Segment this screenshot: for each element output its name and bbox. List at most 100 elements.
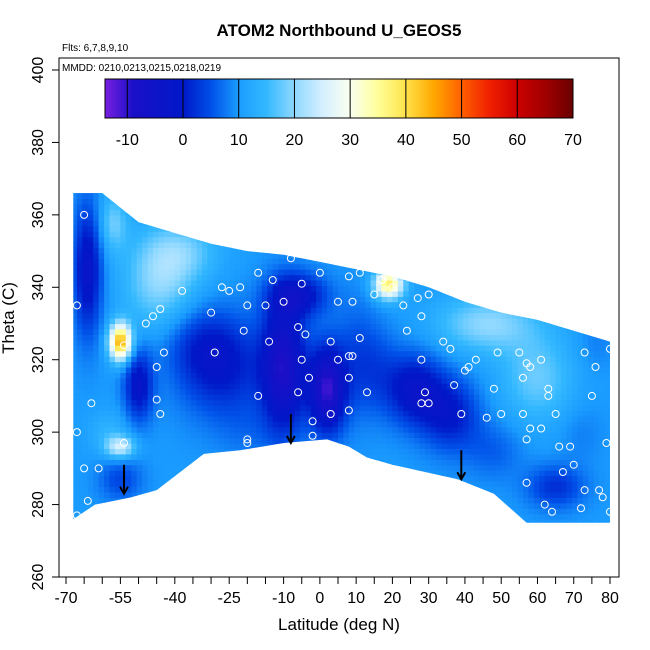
- field-cell: [343, 361, 350, 368]
- field-cell: [365, 486, 372, 493]
- field-cell: [430, 339, 437, 346]
- field-cell: [289, 367, 295, 373]
- field-cell: [115, 525, 121, 531]
- field-cell: [185, 242, 192, 248]
- field-cell: [310, 415, 317, 422]
- field-cell: [87, 410, 94, 417]
- field-cell: [147, 225, 154, 232]
- field-cell: [316, 263, 323, 270]
- field-cell: [278, 258, 285, 265]
- field-cell: [137, 525, 143, 531]
- field-cell: [441, 231, 448, 238]
- field-cell: [376, 453, 383, 460]
- field-cell: [125, 399, 132, 406]
- field-cell: [234, 405, 241, 411]
- field-cell: [212, 394, 219, 401]
- field-cell: [414, 525, 420, 531]
- field-cell: [452, 486, 459, 493]
- field-cell: [202, 426, 208, 433]
- field-cell: [202, 269, 208, 276]
- field-cell: [212, 274, 219, 281]
- field-cell: [185, 193, 192, 194]
- field-cell: [272, 258, 279, 265]
- field-cell: [452, 443, 459, 449]
- field-cell: [425, 263, 431, 270]
- field-cell: [305, 258, 312, 265]
- field-cell: [223, 269, 230, 276]
- field-cell: [387, 399, 393, 406]
- field-cell: [82, 252, 89, 259]
- field-cell: [240, 263, 247, 270]
- field-cell: [256, 415, 263, 422]
- field-cell: [142, 475, 149, 482]
- field-cell: [294, 258, 301, 265]
- field-cell: [131, 247, 138, 254]
- field-cell: [251, 530, 257, 536]
- field-cell: [403, 361, 410, 368]
- field-cell: [310, 388, 317, 395]
- field-cell: [365, 312, 372, 319]
- field-cell: [370, 236, 377, 243]
- field-cell: [163, 323, 170, 330]
- field-cell: [66, 356, 72, 362]
- field-cell: [452, 535, 458, 541]
- field-cell: [397, 290, 404, 297]
- field-cell: [256, 301, 263, 308]
- field-cell: [131, 236, 138, 243]
- field-cell: [349, 535, 355, 541]
- field-cell: [414, 367, 421, 373]
- field-cell: [381, 415, 388, 422]
- field-cell: [425, 486, 431, 493]
- field-cell: [446, 242, 453, 248]
- field-cell: [419, 410, 426, 417]
- field-cell: [321, 312, 328, 319]
- field-cell: [316, 274, 323, 281]
- field-cell: [212, 453, 219, 460]
- field-cell: [207, 426, 214, 433]
- field-cell: [93, 513, 100, 520]
- field-cell: [245, 421, 252, 428]
- field-cell: [321, 426, 328, 433]
- field-cell: [435, 497, 442, 504]
- field-cell: [240, 361, 247, 368]
- field-cell: [185, 367, 192, 373]
- field-cell: [229, 318, 236, 325]
- field-cell: [354, 367, 361, 373]
- field-cell: [99, 182, 105, 188]
- field-cell: [283, 481, 290, 487]
- field-cell: [446, 225, 453, 232]
- field-cell: [148, 182, 154, 188]
- field-cell: [77, 177, 83, 183]
- field-cell: [354, 410, 361, 417]
- field-cell: [310, 432, 317, 439]
- field-cell: [463, 519, 470, 523]
- field-cell: [327, 513, 334, 520]
- field-cell: [397, 410, 404, 417]
- field-cell: [234, 214, 241, 221]
- field-cell: [310, 285, 317, 292]
- field-cell: [321, 274, 328, 281]
- field-cell: [256, 421, 263, 428]
- field-cell: [446, 274, 453, 281]
- field-cell: [87, 193, 94, 194]
- field-cell: [310, 242, 317, 248]
- field-cell: [365, 177, 371, 183]
- field-cell: [289, 475, 295, 482]
- field-cell: [234, 220, 241, 227]
- field-cell: [299, 388, 306, 395]
- field-cell: [104, 388, 111, 395]
- field-cell: [76, 502, 83, 509]
- field-cell: [403, 491, 410, 498]
- field-cell: [338, 258, 344, 265]
- field-cell: [299, 491, 306, 498]
- field-cell: [370, 421, 377, 428]
- field-cell: [310, 377, 317, 384]
- field-cell: [283, 426, 290, 433]
- field-cell: [169, 432, 176, 439]
- field-cell: [261, 372, 268, 379]
- field-cell: [256, 410, 263, 417]
- field-cell: [354, 448, 361, 455]
- field-cell: [109, 198, 116, 205]
- field-cell: [115, 475, 121, 482]
- field-cell: [414, 247, 421, 254]
